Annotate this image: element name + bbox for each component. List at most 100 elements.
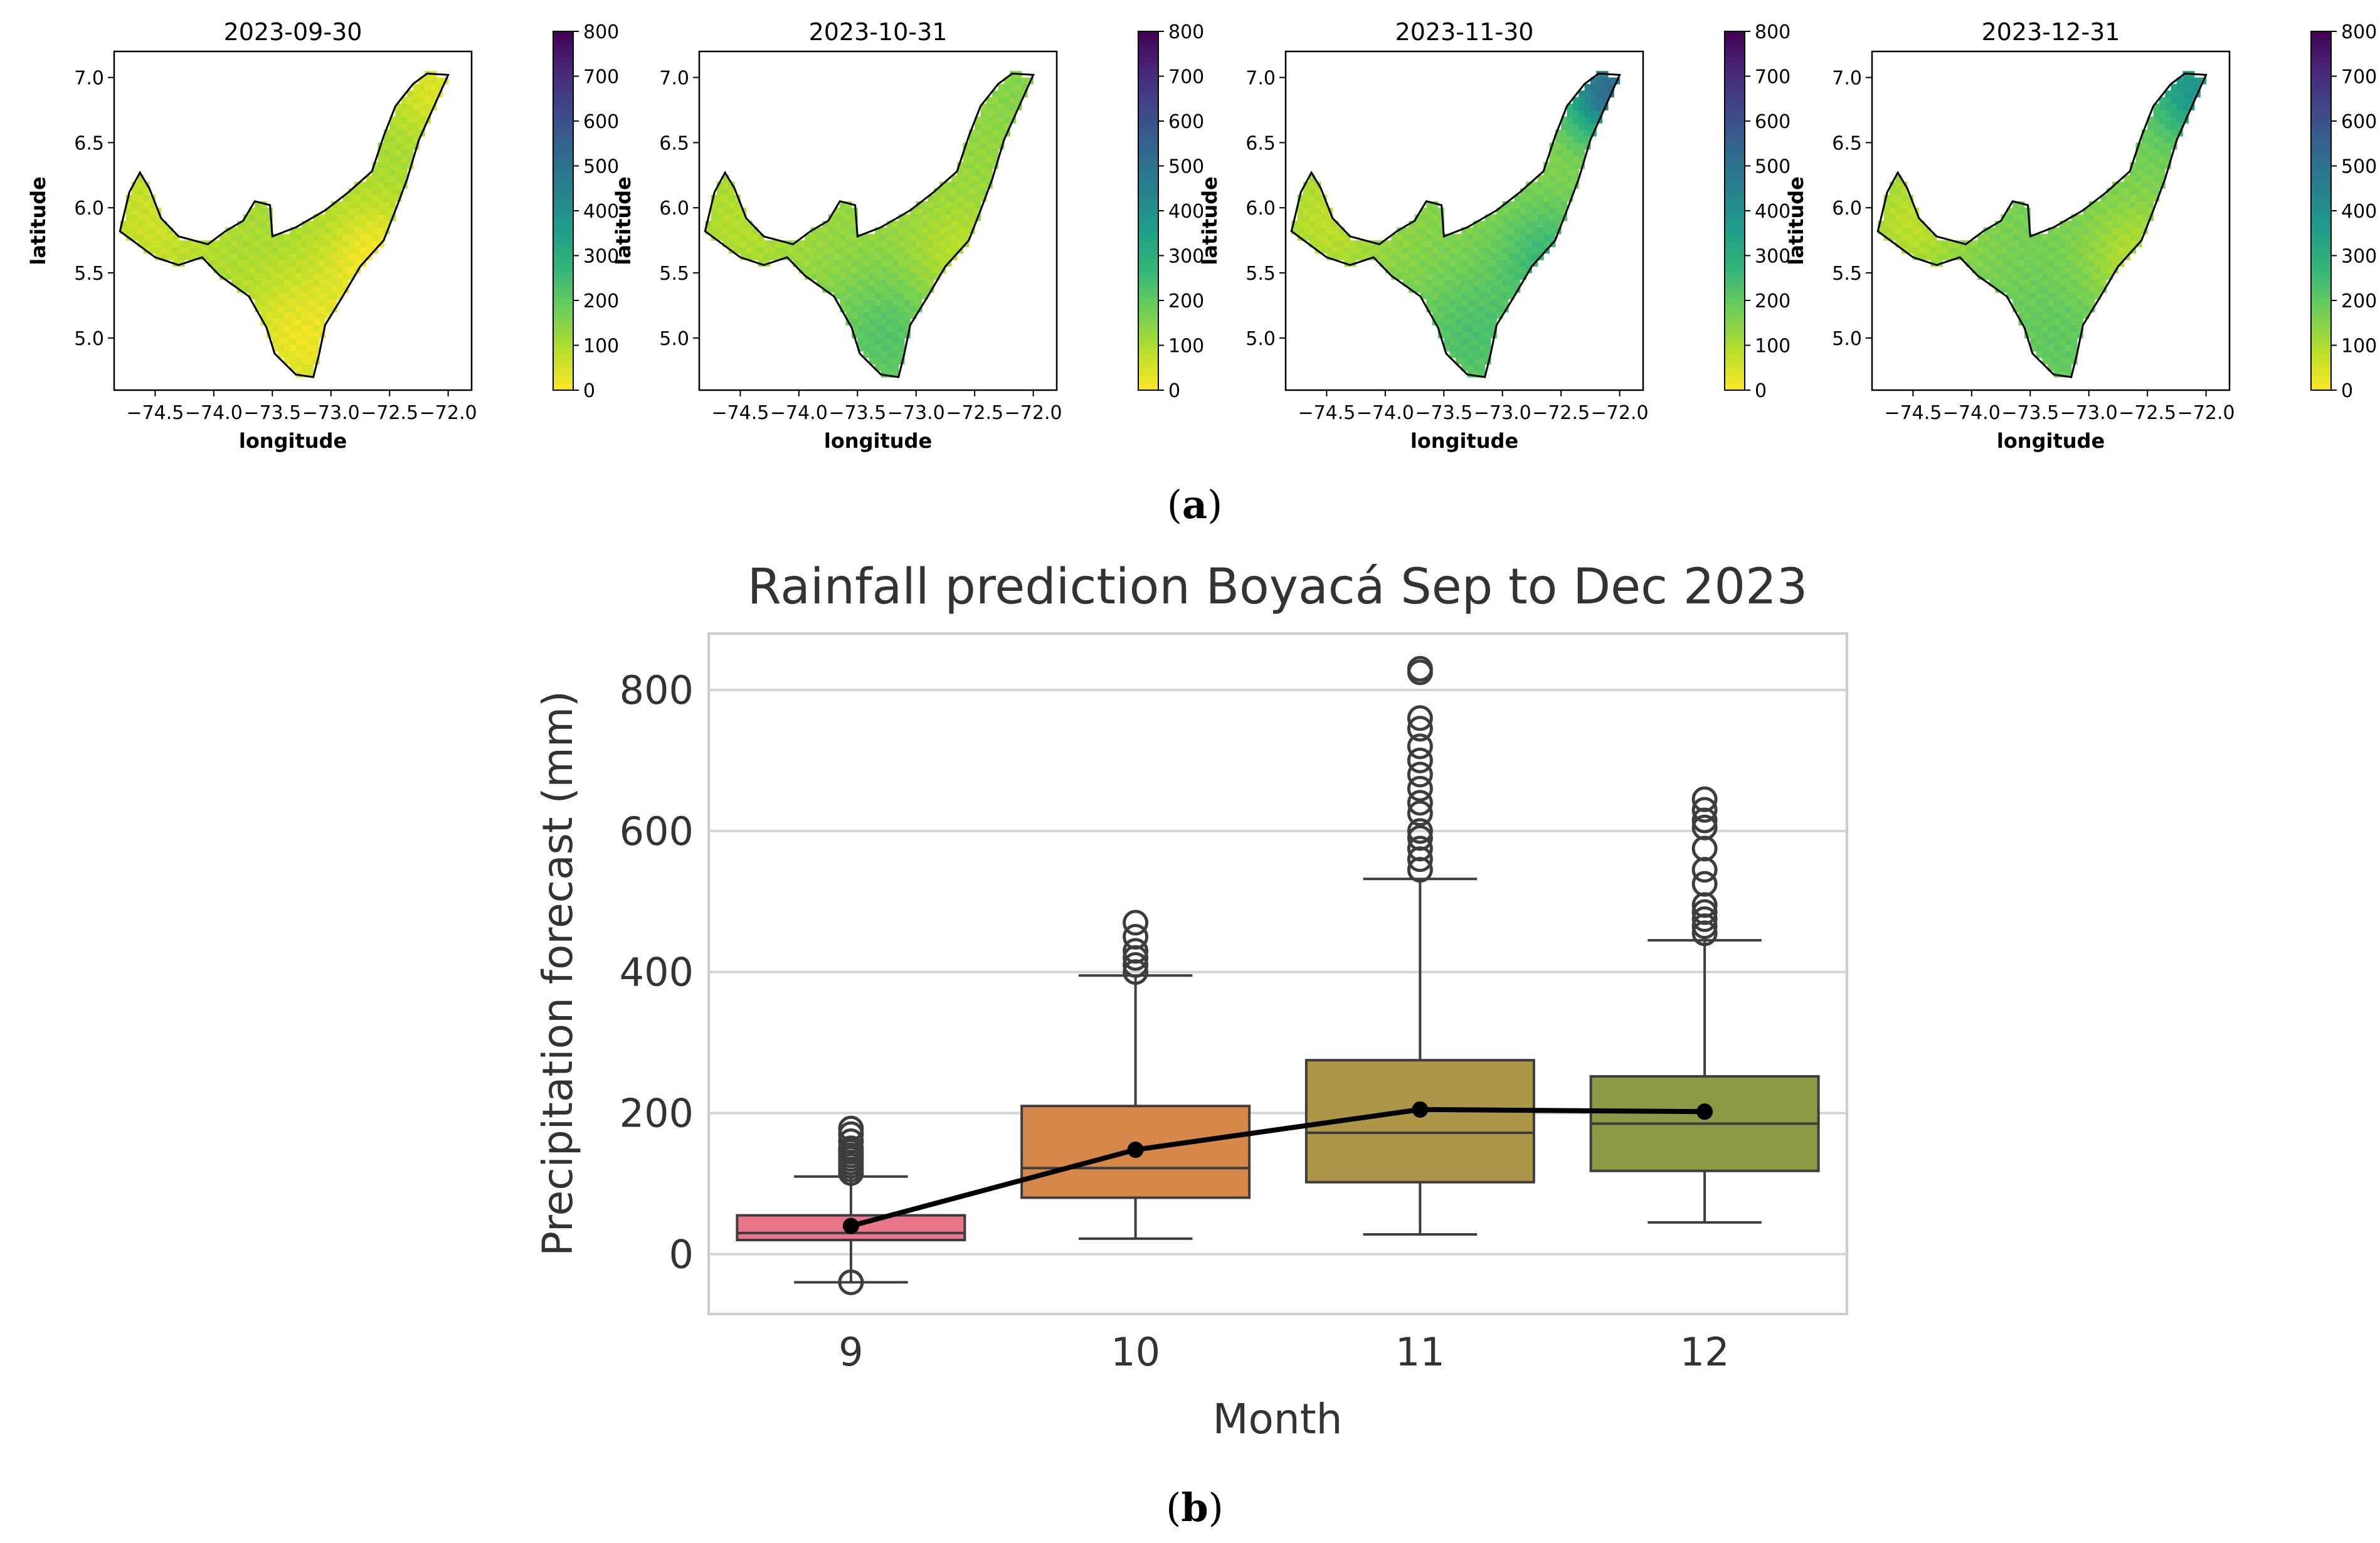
x-tick-label: −74.5: [1884, 402, 1942, 424]
x-tick-label: −72.5: [1532, 402, 1590, 424]
y-tick-label: 6.5: [659, 132, 689, 154]
outlier-point: [1407, 800, 1433, 827]
colorbar-tick-label: 300: [2341, 246, 2377, 268]
x-tick-label: −74.5: [711, 402, 769, 424]
box-month-10: [1020, 909, 1251, 1240]
y-tick-label: 200: [620, 1091, 694, 1137]
outlier-point: [838, 1135, 864, 1162]
y-tick-label: 7.0: [659, 68, 689, 90]
outlier-point: [1407, 716, 1433, 742]
outlier-point: [1123, 952, 1149, 978]
map-2: 2023-11-30 −74.5 −74.0 −73.5 −73.0 −72.5 −72.0…: [1198, 18, 1790, 453]
precip-raster: [705, 71, 1034, 378]
y-tick-label: 5.5: [1832, 263, 1862, 285]
map-title: 2023-10-31: [809, 18, 948, 46]
colorbar-tick-label: 800: [1168, 21, 1204, 43]
map-title: 2023-12-31: [1982, 18, 2120, 46]
colorbar-tick-label: 600: [1755, 111, 1790, 133]
x-tick-label: −72.5: [361, 402, 418, 424]
colorbar-tick-label: 100: [1755, 336, 1790, 358]
colorbar-tick-label: 300: [1168, 246, 1204, 268]
colorbar: 0 100 200 300 400 500 600 700 800: [1724, 21, 1790, 402]
x-axis-label: Month: [1213, 1395, 1343, 1443]
x-tick-label: −73.5: [2001, 402, 2059, 424]
colorbar-tick-label: 700: [1168, 66, 1204, 88]
x-tick-label: −74.0: [1357, 402, 1414, 424]
map-title: 2023-11-30: [1395, 18, 1534, 46]
map-title: 2023-09-30: [224, 18, 362, 46]
x-tick-label: −73.0: [2060, 402, 2118, 424]
y-tick-label: 400: [620, 950, 694, 995]
colorbar-tick-label: 100: [583, 336, 619, 358]
outlier-point: [1691, 871, 1718, 897]
x-axis-label: longitude: [1410, 429, 1518, 453]
colorbar-tick-label: 200: [583, 290, 619, 312]
x-tick-label: −73.5: [1415, 402, 1473, 424]
x-tick-label: −74.0: [1943, 402, 2001, 424]
colorbar-tick-label: 700: [1755, 66, 1790, 88]
outlier-point: [1691, 835, 1718, 862]
colorbar-tick-label: 600: [1168, 111, 1204, 133]
x-tick-label: −73.5: [828, 402, 886, 424]
chart-title: Rainfall prediction Boyacá Sep to Dec 20…: [748, 559, 1808, 615]
x-tick-label: 12: [1680, 1329, 1730, 1375]
colorbar-tick-label: 200: [1168, 290, 1204, 312]
mean-point: [842, 1217, 859, 1234]
y-axis-label: latitude: [26, 176, 50, 265]
y-tick-label: 6.5: [1832, 132, 1862, 154]
colorbar-tick-label: 700: [583, 66, 619, 88]
box-month-11: [1304, 655, 1535, 1236]
map-3: 2023-12-31 −74.5 −74.0 −73.5 −73.0 −72.5 −72.0…: [1784, 18, 2377, 453]
x-axis-label: longitude: [239, 429, 347, 453]
department-boundary: [1876, 72, 2208, 378]
mean-point: [1412, 1101, 1429, 1118]
department-boundary: [119, 72, 450, 378]
panel-a: 2023-09-30−74.5 −74.0 −73.5 −73.0 −72.5 −72.0…: [26, 18, 2377, 453]
colorbar-tick-label: 400: [1168, 201, 1204, 223]
colorbar: 0 100 200 300 400 500 600 700 800: [1138, 21, 1204, 402]
colorbar-tick-label: 0: [2341, 380, 2353, 402]
y-tick-label: 7.0: [1246, 68, 1276, 90]
x-tick-label: 9: [838, 1329, 863, 1375]
y-tick-label: 800: [620, 667, 694, 713]
panel-a-label: (a): [1167, 482, 1223, 528]
x-axis-label: longitude: [824, 429, 932, 453]
outlier-point: [1123, 923, 1149, 950]
outlier-point: [1691, 906, 1718, 932]
map-0: 2023-09-30 −74.5 −74.0 −73.5 −73.0 −72.5 −72.0…: [26, 18, 619, 453]
box-month-12: [1589, 786, 1820, 1224]
mean-line: [850, 1106, 1705, 1229]
x-tick-label: −72.0: [1005, 402, 1062, 424]
outlier-point: [1407, 655, 1433, 682]
colorbar-tick-label: 600: [2341, 111, 2377, 133]
y-axis-label: latitude: [1784, 176, 1808, 265]
y-tick-label: 6.0: [1246, 198, 1276, 220]
x-tick-label: −73.5: [243, 402, 301, 424]
outlier-point: [1691, 814, 1718, 840]
outlier-point: [1123, 909, 1149, 936]
outlier-point: [1407, 761, 1433, 788]
x-tick-labels: 9 10 11 12: [838, 1329, 1729, 1375]
precip-raster: [1878, 71, 2207, 378]
colorbar-tick-label: 400: [2341, 201, 2377, 223]
outlier-point: [838, 1128, 864, 1155]
colorbar-tick-label: 800: [1755, 21, 1790, 43]
y-tick-label: 5.0: [1832, 328, 1862, 350]
x-tick-label: 11: [1395, 1329, 1445, 1375]
y-tick-labels: 0 200 400 600 800: [620, 667, 694, 1277]
outlier-point: [1407, 790, 1433, 816]
mean-line-group: [842, 1101, 1713, 1234]
y-tick-label: 600: [620, 809, 694, 854]
outlier-point: [1407, 733, 1433, 760]
x-tick-label: −74.0: [185, 402, 243, 424]
mean-point: [1127, 1142, 1144, 1159]
outlier-point: [1691, 899, 1718, 925]
y-tick-label: 7.0: [74, 68, 104, 90]
colorbar-gradient: [1724, 31, 1745, 391]
colorbar-tick-label: 100: [2341, 336, 2377, 358]
y-tick-label: 5.5: [74, 263, 104, 285]
y-tick-label: 7.0: [1832, 68, 1862, 90]
precip-raster: [1291, 71, 1621, 378]
outlier-point: [1407, 705, 1433, 731]
